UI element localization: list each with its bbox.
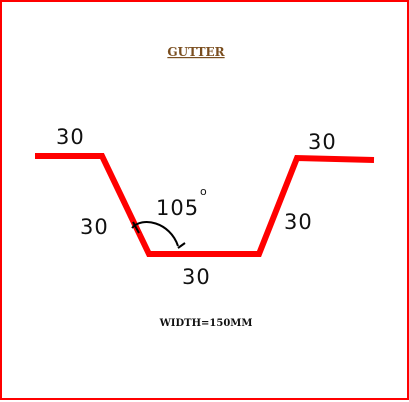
dimension-left-flange: 30 <box>56 125 85 149</box>
diagram-title: GUTTER <box>167 45 225 59</box>
angle-arc-tick-right <box>177 242 186 249</box>
dimension-bottom: 30 <box>182 265 211 289</box>
dimension-right-slope: 30 <box>284 210 313 234</box>
dimension-left-slope: 30 <box>80 215 109 239</box>
angle-arc-tick-left <box>132 221 140 234</box>
width-note: WIDTH=150MM <box>159 318 253 329</box>
gutter-profile-line <box>35 153 375 257</box>
angle-value: 105 <box>156 196 199 220</box>
degree-symbol: o <box>200 185 207 198</box>
dimension-right-flange: 30 <box>308 130 337 154</box>
